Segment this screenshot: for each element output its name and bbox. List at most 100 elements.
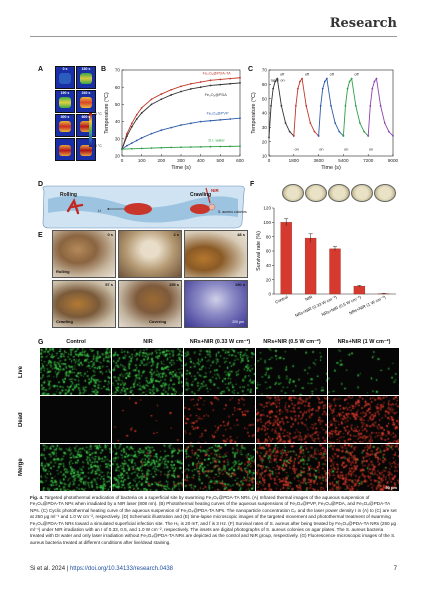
agar-plate-033 [328, 184, 350, 202]
data-point [268, 136, 270, 139]
data-point [160, 93, 163, 95]
data-point [189, 146, 192, 148]
nir-beam [205, 187, 211, 204]
panel-label-a: A [38, 66, 44, 73]
data-point [209, 119, 212, 122]
g-col-header-3: NRs+NIR (0.33 W cm⁻²) [189, 339, 251, 345]
fluorescence-canvas [184, 348, 255, 395]
laser-annotation: laser on [271, 78, 285, 82]
data-point [160, 129, 163, 132]
data-point [363, 130, 365, 133]
chart-f: 0 20 40 60 80 100 120 Survival rate (%) Control N… [256, 206, 396, 318]
data-point [135, 139, 138, 142]
y-tick-label: 40 [115, 119, 121, 124]
x-tick-label: 3600 [313, 158, 324, 163]
fluorescence-image [256, 348, 327, 395]
data-point [135, 118, 138, 120]
data-point [126, 132, 128, 135]
data-point [280, 104, 283, 107]
x-tick-label: 5400 [338, 158, 349, 163]
data-point [299, 80, 301, 83]
data-point [270, 104, 272, 107]
category-label: NIR [304, 294, 313, 302]
fluorescence-image [256, 444, 327, 491]
panel-label-c: C [248, 66, 254, 73]
header-rule [30, 36, 397, 37]
fluorescence-canvas [328, 348, 399, 395]
x-tick-label: 500 [216, 158, 224, 163]
x-axis-label: Time (s) [321, 165, 341, 171]
data-point [371, 87, 374, 90]
data-point [140, 106, 143, 109]
data-point [383, 122, 386, 124]
data-point [209, 79, 212, 82]
laser-annotation: off [305, 73, 310, 77]
timelapse-frame-4: 57 s Crawling [52, 280, 116, 328]
fluorescence-canvas [256, 396, 327, 443]
data-point [373, 80, 376, 83]
timelapse-frame-2: 2 s [118, 230, 182, 278]
data-point [219, 118, 222, 121]
fluorescence-image [184, 348, 255, 395]
fluorescence-canvas [256, 444, 327, 491]
label-rolling: Rolling [60, 192, 77, 198]
y-tick-label: 30 [115, 136, 121, 141]
label-crawling: Crawling [190, 192, 211, 198]
series-line [318, 77, 344, 137]
data-point [229, 118, 232, 120]
series-line [268, 77, 295, 138]
data-point [209, 84, 212, 87]
panel-label-f: F [250, 181, 255, 188]
journal-title: Research [329, 16, 397, 31]
bacteria-colony [208, 203, 216, 211]
data-point [239, 145, 241, 148]
laser-annotation: on [319, 147, 323, 151]
data-point [379, 104, 382, 107]
y-tick-label: 50 [115, 102, 121, 107]
y-tick-label: 60 [266, 249, 272, 254]
data-point [219, 145, 222, 148]
timelapse-frame-6: 190 s 200 μm [184, 280, 248, 328]
data-point [334, 122, 337, 124]
thermal-image-2: 150 s [76, 66, 96, 89]
data-point [189, 122, 192, 125]
agar-plate-1 [374, 184, 396, 202]
fluorescence-image [328, 396, 399, 443]
laser-annotation: on [344, 147, 348, 151]
data-point [338, 130, 341, 133]
data-point [239, 117, 241, 120]
g-col-header-4: NRs+NIR (0.5 W cm⁻²) [263, 339, 321, 345]
data-point [297, 87, 299, 90]
y-axis-label: Survival rate (%) [256, 231, 262, 271]
label-target: S. aureus colonies [218, 210, 247, 214]
x-axis-label: Time (s) [171, 165, 191, 171]
fluorescence-image: 50 μm [328, 444, 399, 491]
fluorescence-canvas [328, 396, 399, 443]
footer-citation: Si et al. 2024 | https://doi.org/10.3413… [30, 566, 173, 572]
doi-link[interactable]: https://doi.org/10.34133/research.0438 [69, 566, 173, 572]
laser-annotation: off [280, 73, 285, 77]
data-point [121, 148, 123, 151]
series-line [293, 77, 319, 137]
x-tick-label: 100 [138, 158, 146, 163]
data-point [354, 104, 357, 107]
fluorescence-image [112, 444, 183, 491]
data-point [375, 77, 378, 80]
data-point [313, 130, 316, 133]
y-tick-label: 40 [262, 111, 268, 116]
chart-c: 0 1800 3600 5400 7200 9000 10 20 30 40 50 60 70 Time … [251, 68, 399, 171]
g-col-header-5: NRs+NIR (1 W cm⁻²) [337, 339, 391, 345]
data-point [387, 130, 390, 133]
timelapse-frame-1: 0 s Rolling [52, 230, 116, 278]
bar [280, 222, 292, 295]
fluorescence-canvas [112, 396, 183, 443]
data-point [292, 135, 295, 137]
panel-d-schematic: Rolling Crawling NIR S. aureus colonies … [42, 185, 247, 229]
x-tick-label: 7200 [363, 158, 374, 163]
g-scale-bar: 50 μm [385, 485, 397, 490]
fluorescence-canvas [184, 444, 255, 491]
swarm-middle [124, 203, 152, 215]
data-point [317, 135, 320, 137]
frame-time-3: 48 s [237, 232, 245, 237]
fluorescence-image [256, 396, 327, 443]
